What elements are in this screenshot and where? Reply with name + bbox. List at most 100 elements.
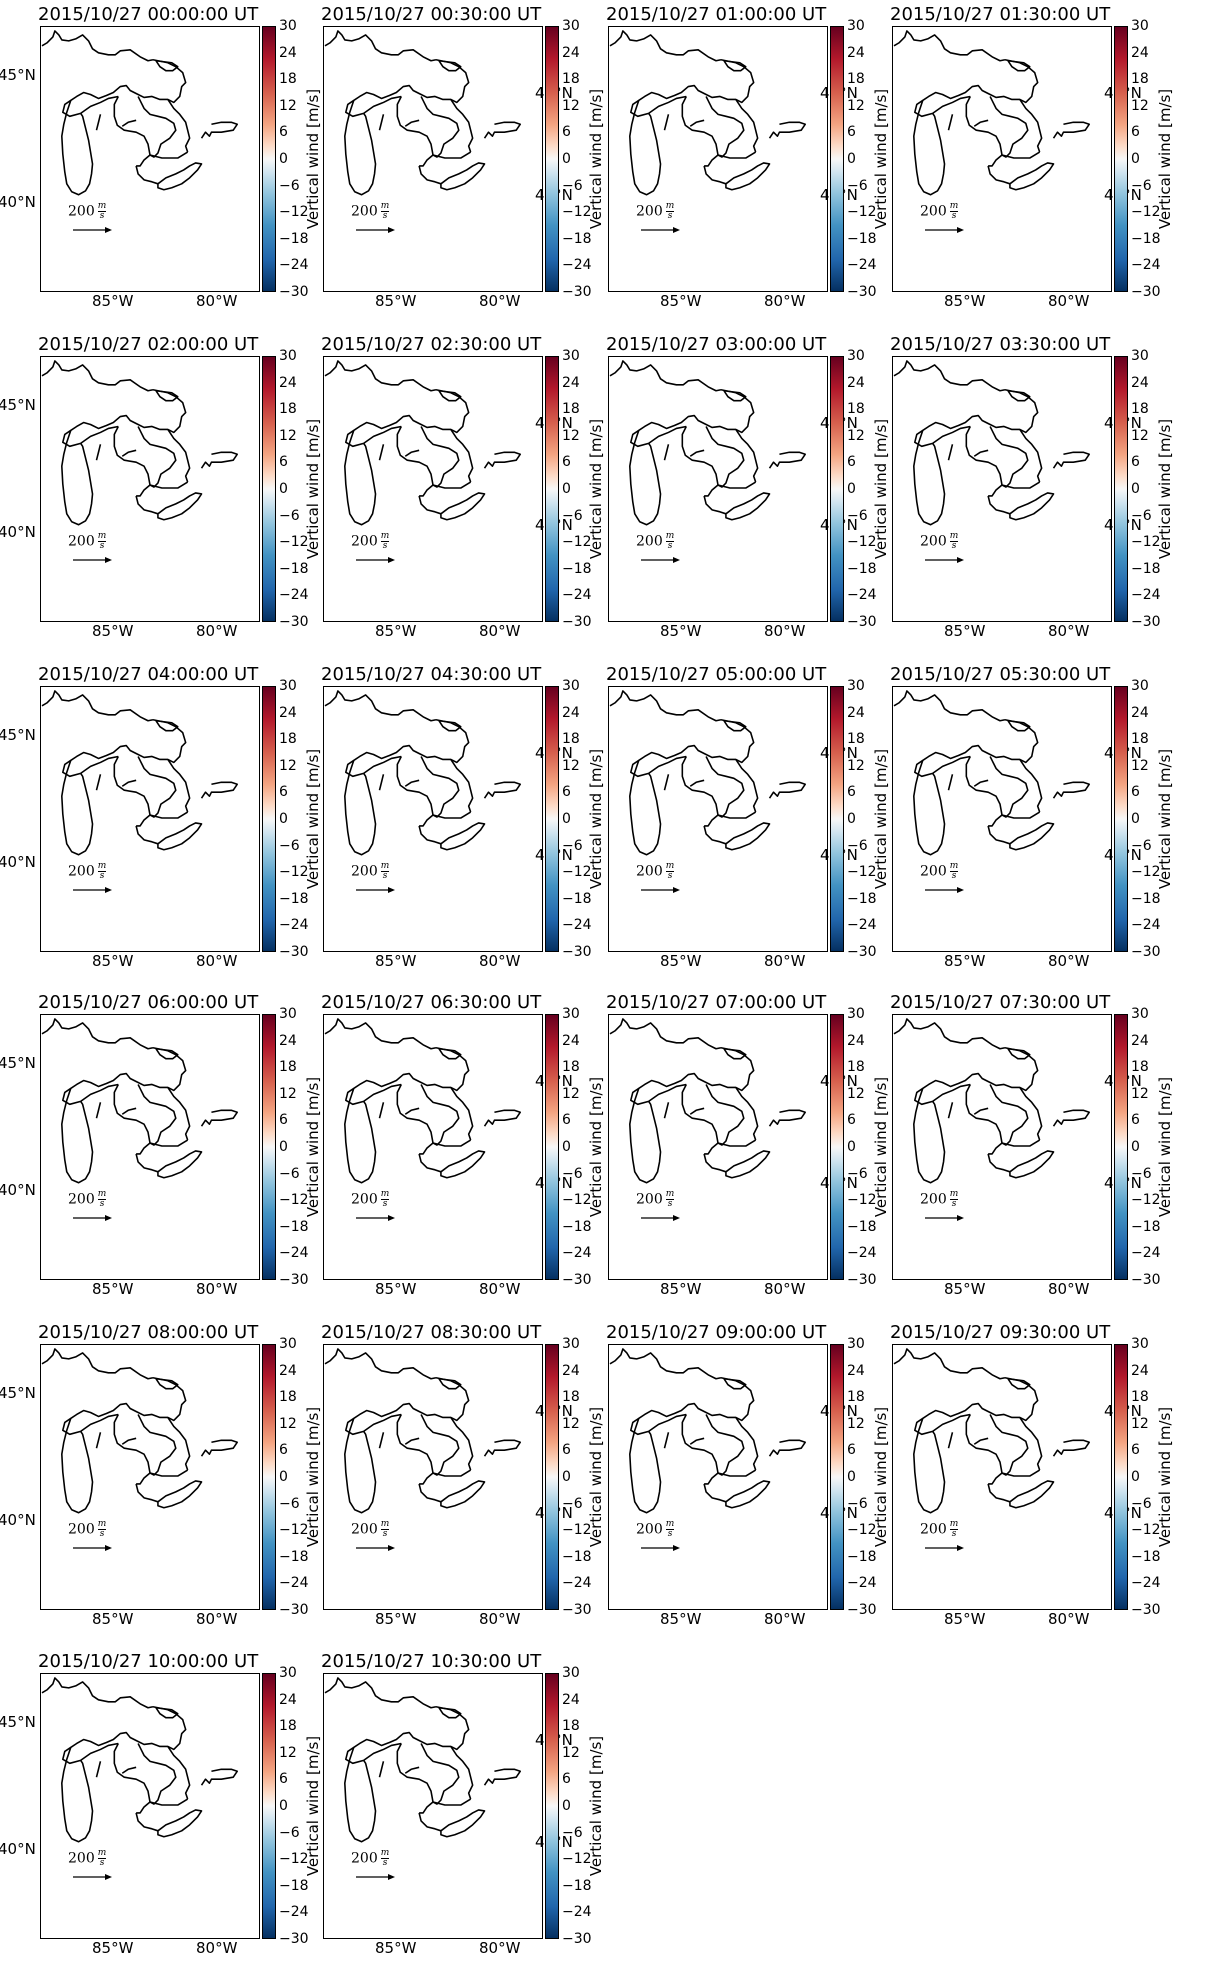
colorbar-tick: −12 [279, 1851, 309, 1868]
colorbar-tick: 24 [279, 1691, 297, 1708]
colorbar-tick: −30 [1131, 284, 1161, 300]
colorbar-tick: 6 [279, 1112, 288, 1129]
colorbar-tick: −18 [562, 560, 592, 577]
colorbar-tick: −30 [562, 1931, 592, 1947]
panel-title: 2015/10/27 02:30:00 UT [321, 334, 542, 355]
lon-label: 80°W [196, 952, 238, 970]
lake-outlines [609, 690, 806, 856]
quiver-unit-num: m [665, 1519, 675, 1530]
colorbar-tick: 0 [847, 481, 856, 497]
colorbar-tick: −30 [562, 1602, 592, 1618]
colorbar-tick: 18 [1131, 71, 1149, 88]
colorbar-tick: −30 [562, 284, 592, 300]
colorbar-tick: −30 [562, 944, 592, 960]
quiver-key-arrow [73, 227, 112, 233]
lon-label: 85°W [944, 1610, 986, 1628]
map-area [40, 1673, 260, 1939]
quiver-key-label: 200 m s [636, 1519, 675, 1539]
map-panel: 2015/10/27 02:30:00 UT 45°N40°N85°W80°W3… [313, 330, 605, 656]
map-panel: 2015/10/27 10:30:00 UT 45°N40°N85°W80°W3… [313, 1647, 605, 1973]
colorbar-tick: 30 [562, 1006, 580, 1022]
quiver-key-arrow [73, 1215, 112, 1221]
colorbar-tick: −12 [847, 1522, 877, 1539]
map-panel: 2015/10/27 01:00:00 UT 45°N40°N85°W80°W3… [598, 0, 890, 326]
colorbar-tick: −6 [279, 507, 300, 524]
colorbar [830, 1344, 844, 1610]
panel-title: 2015/10/27 08:00:00 UT [38, 1322, 259, 1343]
quiver-key-value: 200 [920, 863, 947, 880]
colorbar-tick: −30 [279, 944, 309, 960]
colorbar-tick: 24 [847, 1032, 865, 1049]
colorbar-tick: 30 [279, 1336, 297, 1352]
quiver-unit-den: s [382, 1529, 388, 1539]
lon-label: 80°W [196, 1280, 238, 1298]
quiver-key-label: 200 m s [351, 1189, 390, 1209]
colorbar-tick: 0 [279, 811, 288, 827]
colorbar-tick: 30 [562, 1665, 580, 1681]
colorbar-tick: −6 [847, 1495, 868, 1512]
lon-label: 85°W [660, 1610, 702, 1628]
quiver-unit-den: s [667, 1529, 673, 1539]
colorbar-tick: 24 [562, 44, 580, 61]
map-area [40, 356, 260, 622]
quiver-key-label: 200 m s [351, 1520, 390, 1539]
map-area [323, 26, 543, 292]
colorbar-tick: −18 [279, 230, 309, 247]
colorbar-tick: −24 [1131, 587, 1161, 604]
colorbar-tick: 30 [279, 1665, 297, 1681]
colorbar-tick: −12 [1131, 534, 1161, 551]
colorbar-tick: −12 [1131, 864, 1161, 881]
colorbar-tick: 12 [1131, 97, 1149, 114]
colorbar [545, 1673, 559, 1939]
lon-label: 80°W [1048, 1280, 1090, 1298]
colorbar-tick: 0 [1131, 1139, 1140, 1155]
map-area [892, 686, 1112, 952]
panel-title: 2015/10/27 06:30:00 UT [321, 992, 542, 1013]
colorbar-tick: −18 [562, 1548, 592, 1565]
colorbar-tick: −18 [562, 1877, 592, 1894]
map-area [892, 1344, 1112, 1610]
colorbar-tick: 24 [847, 704, 865, 721]
colorbar-tick: −12 [279, 534, 309, 551]
colorbar-tick: 18 [847, 1059, 865, 1076]
map-area [608, 356, 828, 622]
lon-label: 80°W [196, 622, 238, 640]
colorbar [262, 1673, 276, 1939]
quiver-key-value: 200 [68, 1521, 95, 1538]
lake-outlines [41, 690, 238, 856]
lake-outlines [893, 360, 1090, 526]
quiver-unit-num: m [949, 201, 959, 212]
quiver-unit-num: m [380, 531, 390, 542]
colorbar-tick: −6 [1131, 177, 1152, 194]
colorbar-tick: 0 [562, 811, 571, 827]
quiver-unit-num: m [949, 531, 959, 542]
quiver-key-value: 200 [920, 203, 947, 220]
colorbar-tick: 30 [847, 18, 865, 34]
map-panel: 2015/10/27 05:00:00 UT 45°N40°N85°W80°W3… [598, 660, 890, 986]
colorbar-tick: 30 [562, 678, 580, 694]
colorbar-tick: 30 [279, 1006, 297, 1022]
lon-label: 85°W [944, 622, 986, 640]
colorbar-tick: 0 [562, 1139, 571, 1155]
lon-label: 85°W [92, 1610, 134, 1628]
colorbar-tick: 6 [847, 124, 856, 141]
colorbar-tick: 30 [279, 18, 297, 34]
lon-label: 85°W [375, 292, 417, 310]
lon-label: 85°W [944, 952, 986, 970]
lake-outlines [324, 1348, 521, 1514]
colorbar [1114, 686, 1128, 952]
quiver-key-label: 200 m s [68, 1520, 107, 1539]
colorbar-tick: 24 [562, 704, 580, 721]
lon-label: 85°W [375, 1280, 417, 1298]
colorbar-tick: 18 [1131, 1389, 1149, 1406]
quiver-key-value: 200 [636, 203, 663, 220]
colorbar-tick: 30 [1131, 348, 1149, 364]
quiver-key-arrow [925, 227, 964, 233]
map-area [40, 1014, 260, 1280]
quiver-unit-num: m [380, 1189, 390, 1200]
quiver-key-arrow [73, 1874, 112, 1880]
lon-label: 80°W [479, 1939, 521, 1957]
colorbar-tick: 24 [847, 44, 865, 61]
colorbar-tick: 12 [279, 427, 297, 444]
